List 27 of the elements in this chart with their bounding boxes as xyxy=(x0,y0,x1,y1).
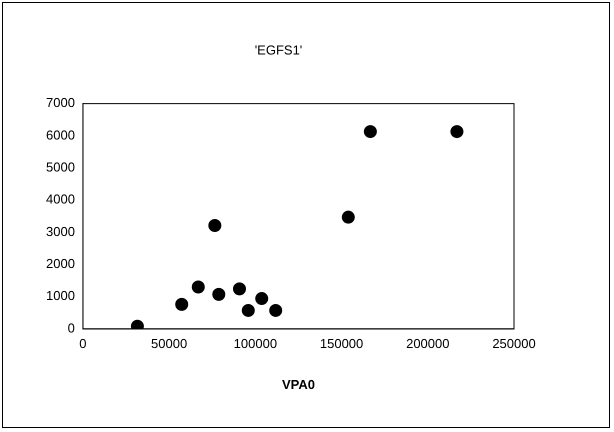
x-tick-label: 0 xyxy=(79,336,87,352)
y-tick-label: 4000 xyxy=(46,192,75,207)
point xyxy=(212,288,226,301)
x-tick-label: 150000 xyxy=(320,336,364,352)
x-tick-label: 250000 xyxy=(492,336,536,352)
point xyxy=(450,125,464,138)
point xyxy=(208,219,222,232)
x-tick-label: 200000 xyxy=(406,336,450,352)
x-tick-label: 100000 xyxy=(234,336,278,352)
y-tick-label: 5000 xyxy=(46,160,75,175)
y-tick-label: 7000 xyxy=(46,95,75,110)
y-tick-label: 3000 xyxy=(46,224,75,239)
y-tick-label: 6000 xyxy=(46,127,75,142)
point xyxy=(242,304,255,317)
y-tick-label: 2000 xyxy=(46,256,75,272)
point xyxy=(192,280,205,294)
x-axis-title: VPA0 xyxy=(282,376,315,392)
point xyxy=(342,210,355,224)
y-tick-label: 0 xyxy=(68,320,75,336)
point xyxy=(175,298,188,311)
x-tick-label: 50000 xyxy=(151,336,188,352)
point xyxy=(269,304,282,317)
point xyxy=(364,125,377,138)
y-tick-label: 1000 xyxy=(46,288,75,304)
point xyxy=(232,282,246,296)
chart-title: 'EGFS1' xyxy=(254,42,302,58)
point xyxy=(255,292,268,306)
